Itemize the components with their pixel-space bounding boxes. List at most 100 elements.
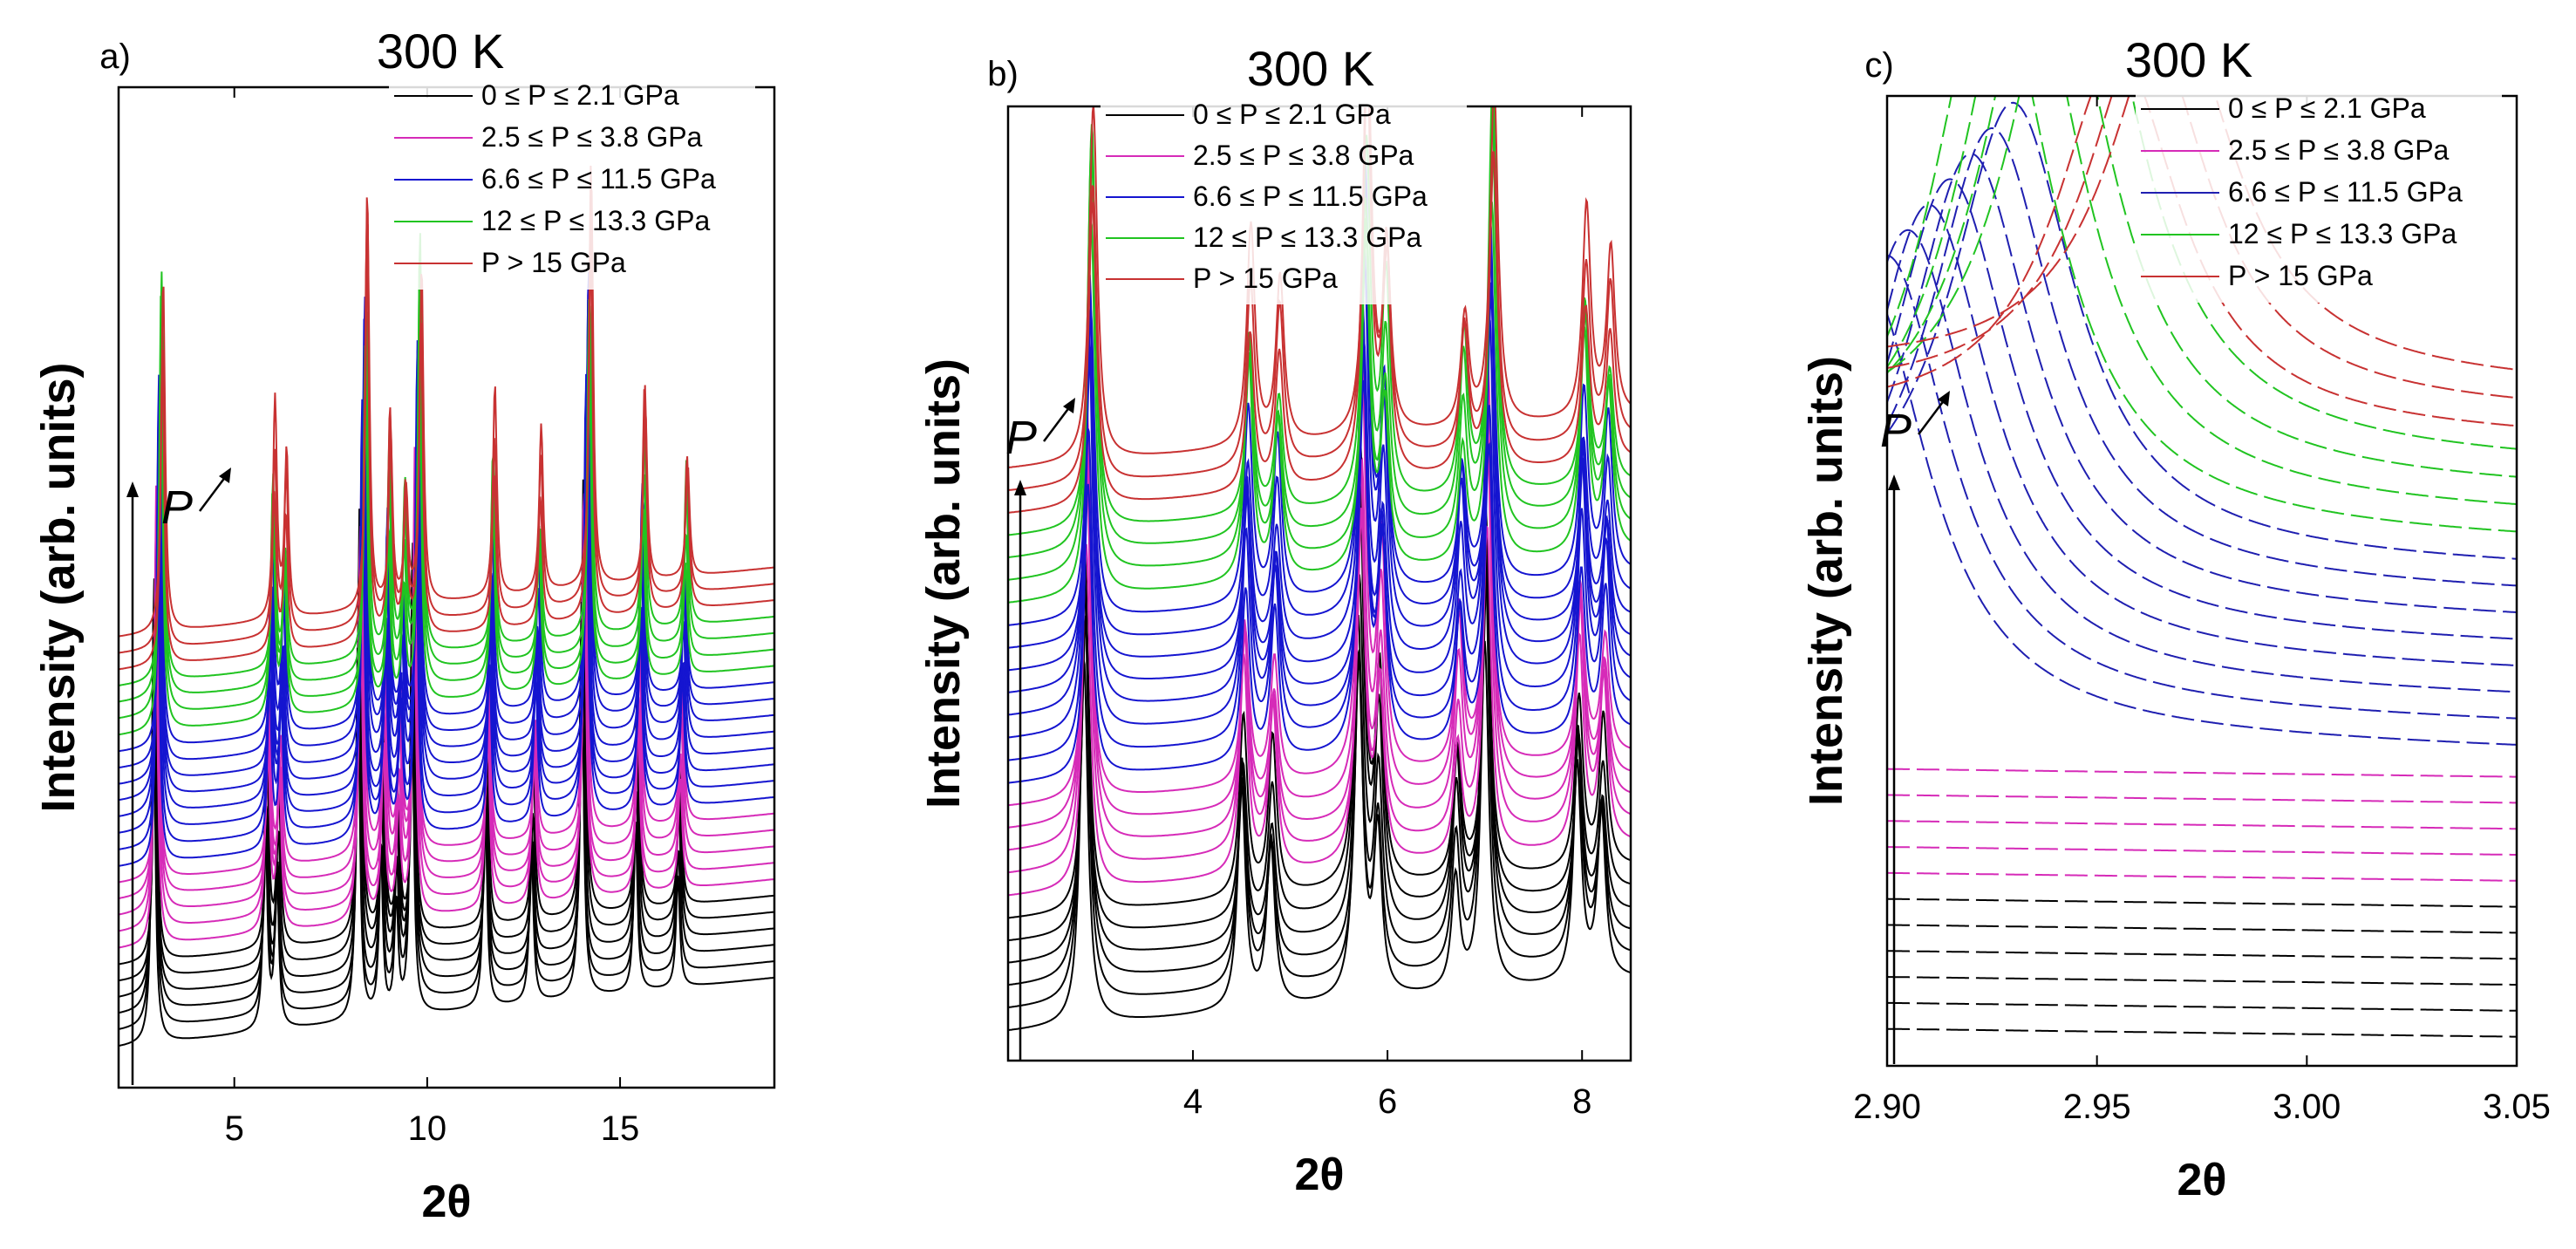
- pressure-arrow-head: [1014, 480, 1026, 495]
- series-line: [119, 165, 774, 654]
- series-line: [1008, 157, 1631, 626]
- series-line: [1008, 432, 1631, 874]
- pressure-arrow-head: [126, 481, 139, 497]
- series-line: [1008, 367, 1631, 851]
- series-line: [1887, 898, 2517, 908]
- pressure-direction-arrow: [1918, 399, 1946, 435]
- pressure-direction-arrow: [1043, 406, 1071, 442]
- series-line: [119, 536, 774, 982]
- series-line: [119, 447, 774, 916]
- legend-label: 2.5 ≤ P ≤ 3.8 GPa: [481, 121, 703, 153]
- series-line: [1887, 96, 2517, 478]
- series-line: [119, 454, 774, 899]
- panel-label: c): [1864, 46, 1893, 85]
- legend-label: 0 ≤ P ≤ 2.1 GPa: [1193, 99, 1391, 130]
- legend-label: 6.6 ≤ P ≤ 11.5 GPa: [1193, 181, 1428, 212]
- legend: 0 ≤ P ≤ 2.1 GPa 2.5 ≤ P ≤ 3.8 GPa 6.6 ≤ P …: [2136, 88, 2502, 303]
- pressure-direction-head: [219, 468, 231, 483]
- legend-label: 2.5 ≤ P ≤ 3.8 GPa: [1193, 140, 1414, 171]
- series-line: [1887, 976, 2517, 986]
- series-line: [1008, 305, 1631, 761]
- series-line: [1008, 502, 1631, 986]
- panel-b: b) 300 K Intensity (arb. units) 2θ 4 6 8 P 0 ≤ P…: [917, 41, 1632, 1200]
- series-line: [1008, 460, 1631, 897]
- x-tick-label: 8: [1572, 1082, 1591, 1121]
- chart-title: 300 K: [2125, 32, 2252, 87]
- x-axis-label: 2θ: [2177, 1155, 2226, 1205]
- x-tick-label: 2.95: [2063, 1088, 2131, 1126]
- series-line: [1887, 101, 2517, 560]
- series-line: [1887, 96, 2517, 506]
- series-line: [1008, 106, 1631, 514]
- series-line: [1887, 924, 2517, 934]
- series-line: [119, 589, 774, 1030]
- series-line: [119, 268, 774, 720]
- series-line: [1008, 317, 1631, 739]
- legend-label: P > 15 GPa: [2228, 260, 2373, 291]
- series-line: [1887, 1001, 2517, 1012]
- series-line: [1008, 114, 1631, 581]
- series-line: [119, 233, 774, 703]
- legend-label: P > 15 GPa: [1193, 263, 1338, 294]
- series-line: [1008, 106, 1631, 536]
- x-axis-label: 2θ: [421, 1177, 471, 1227]
- x-tick-label: 2.90: [1853, 1088, 1921, 1126]
- series-line: [119, 190, 774, 638]
- legend-label: 6.6 ≤ P ≤ 11.5 GPa: [481, 163, 716, 195]
- legend-label: 6.6 ≤ P ≤ 11.5 GPa: [2228, 176, 2463, 208]
- series-line: [1008, 483, 1631, 942]
- x-tick-label: 15: [601, 1109, 640, 1148]
- series-line: [1887, 255, 2517, 720]
- series-line: [119, 350, 774, 817]
- pressure-direction-head: [1063, 398, 1075, 413]
- curves: [1887, 96, 2517, 1038]
- legend-label: 0 ≤ P ≤ 2.1 GPa: [481, 79, 679, 111]
- series-line: [119, 299, 774, 769]
- x-tick-label: 5: [225, 1109, 244, 1148]
- series-line: [1887, 313, 2517, 746]
- pressure-label: P: [161, 481, 193, 534]
- series-line: [119, 493, 774, 949]
- y-axis-label: Intensity (arb. units): [917, 358, 970, 809]
- panel-label: b): [987, 55, 1019, 93]
- series-line: [1008, 550, 1631, 1008]
- chart-title: 300 K: [1247, 41, 1374, 96]
- series-line: [1008, 303, 1631, 784]
- series-line: [119, 264, 774, 686]
- series-line: [1008, 237, 1631, 716]
- series-line: [119, 271, 774, 753]
- legend: 0 ≤ P ≤ 2.1 GPa 2.5 ≤ P ≤ 3.8 GPa 6.6 ≤ P …: [389, 75, 755, 290]
- legend-label: 2.5 ≤ P ≤ 3.8 GPa: [2228, 134, 2450, 166]
- series-line: [119, 500, 774, 932]
- series-line: [1008, 369, 1631, 829]
- series-line: [1887, 96, 2517, 450]
- series-line: [1887, 794, 2517, 804]
- series-line: [1008, 250, 1631, 672]
- series-line: [119, 373, 774, 850]
- series-line: [1887, 820, 2517, 830]
- series-line: [1887, 1027, 2517, 1038]
- series-line: [1887, 846, 2517, 856]
- x-axis-label: 2θ: [1294, 1150, 1344, 1200]
- pressure-arrow-head: [1888, 474, 1900, 490]
- panel-label: a): [99, 38, 131, 76]
- series-line: [1008, 437, 1631, 919]
- x-tick-label: 3.05: [2483, 1088, 2551, 1126]
- y-axis-label: Intensity (arb. units): [1800, 356, 1852, 806]
- curves: [1008, 106, 1631, 1032]
- legend-label: P > 15 GPa: [481, 247, 626, 278]
- y-axis-label: Intensity (arb. units): [32, 362, 85, 812]
- chart-title: 300 K: [377, 24, 504, 78]
- legend: 0 ≤ P ≤ 2.1 GPa 2.5 ≤ P ≤ 3.8 GPa 6.6 ≤ P …: [1101, 94, 1467, 304]
- legend-label: 12 ≤ P ≤ 13.3 GPa: [481, 205, 710, 236]
- series-line: [1008, 220, 1631, 693]
- curves: [119, 165, 774, 1047]
- series-line: [1008, 364, 1631, 807]
- x-tick-label: 10: [408, 1109, 447, 1148]
- series-line: [1887, 96, 2517, 533]
- series-line: [1887, 96, 2517, 371]
- pressure-label: P: [1880, 405, 1912, 457]
- series-line: [1887, 178, 2517, 640]
- series-line: [1887, 229, 2517, 693]
- series-line: [1887, 127, 2517, 587]
